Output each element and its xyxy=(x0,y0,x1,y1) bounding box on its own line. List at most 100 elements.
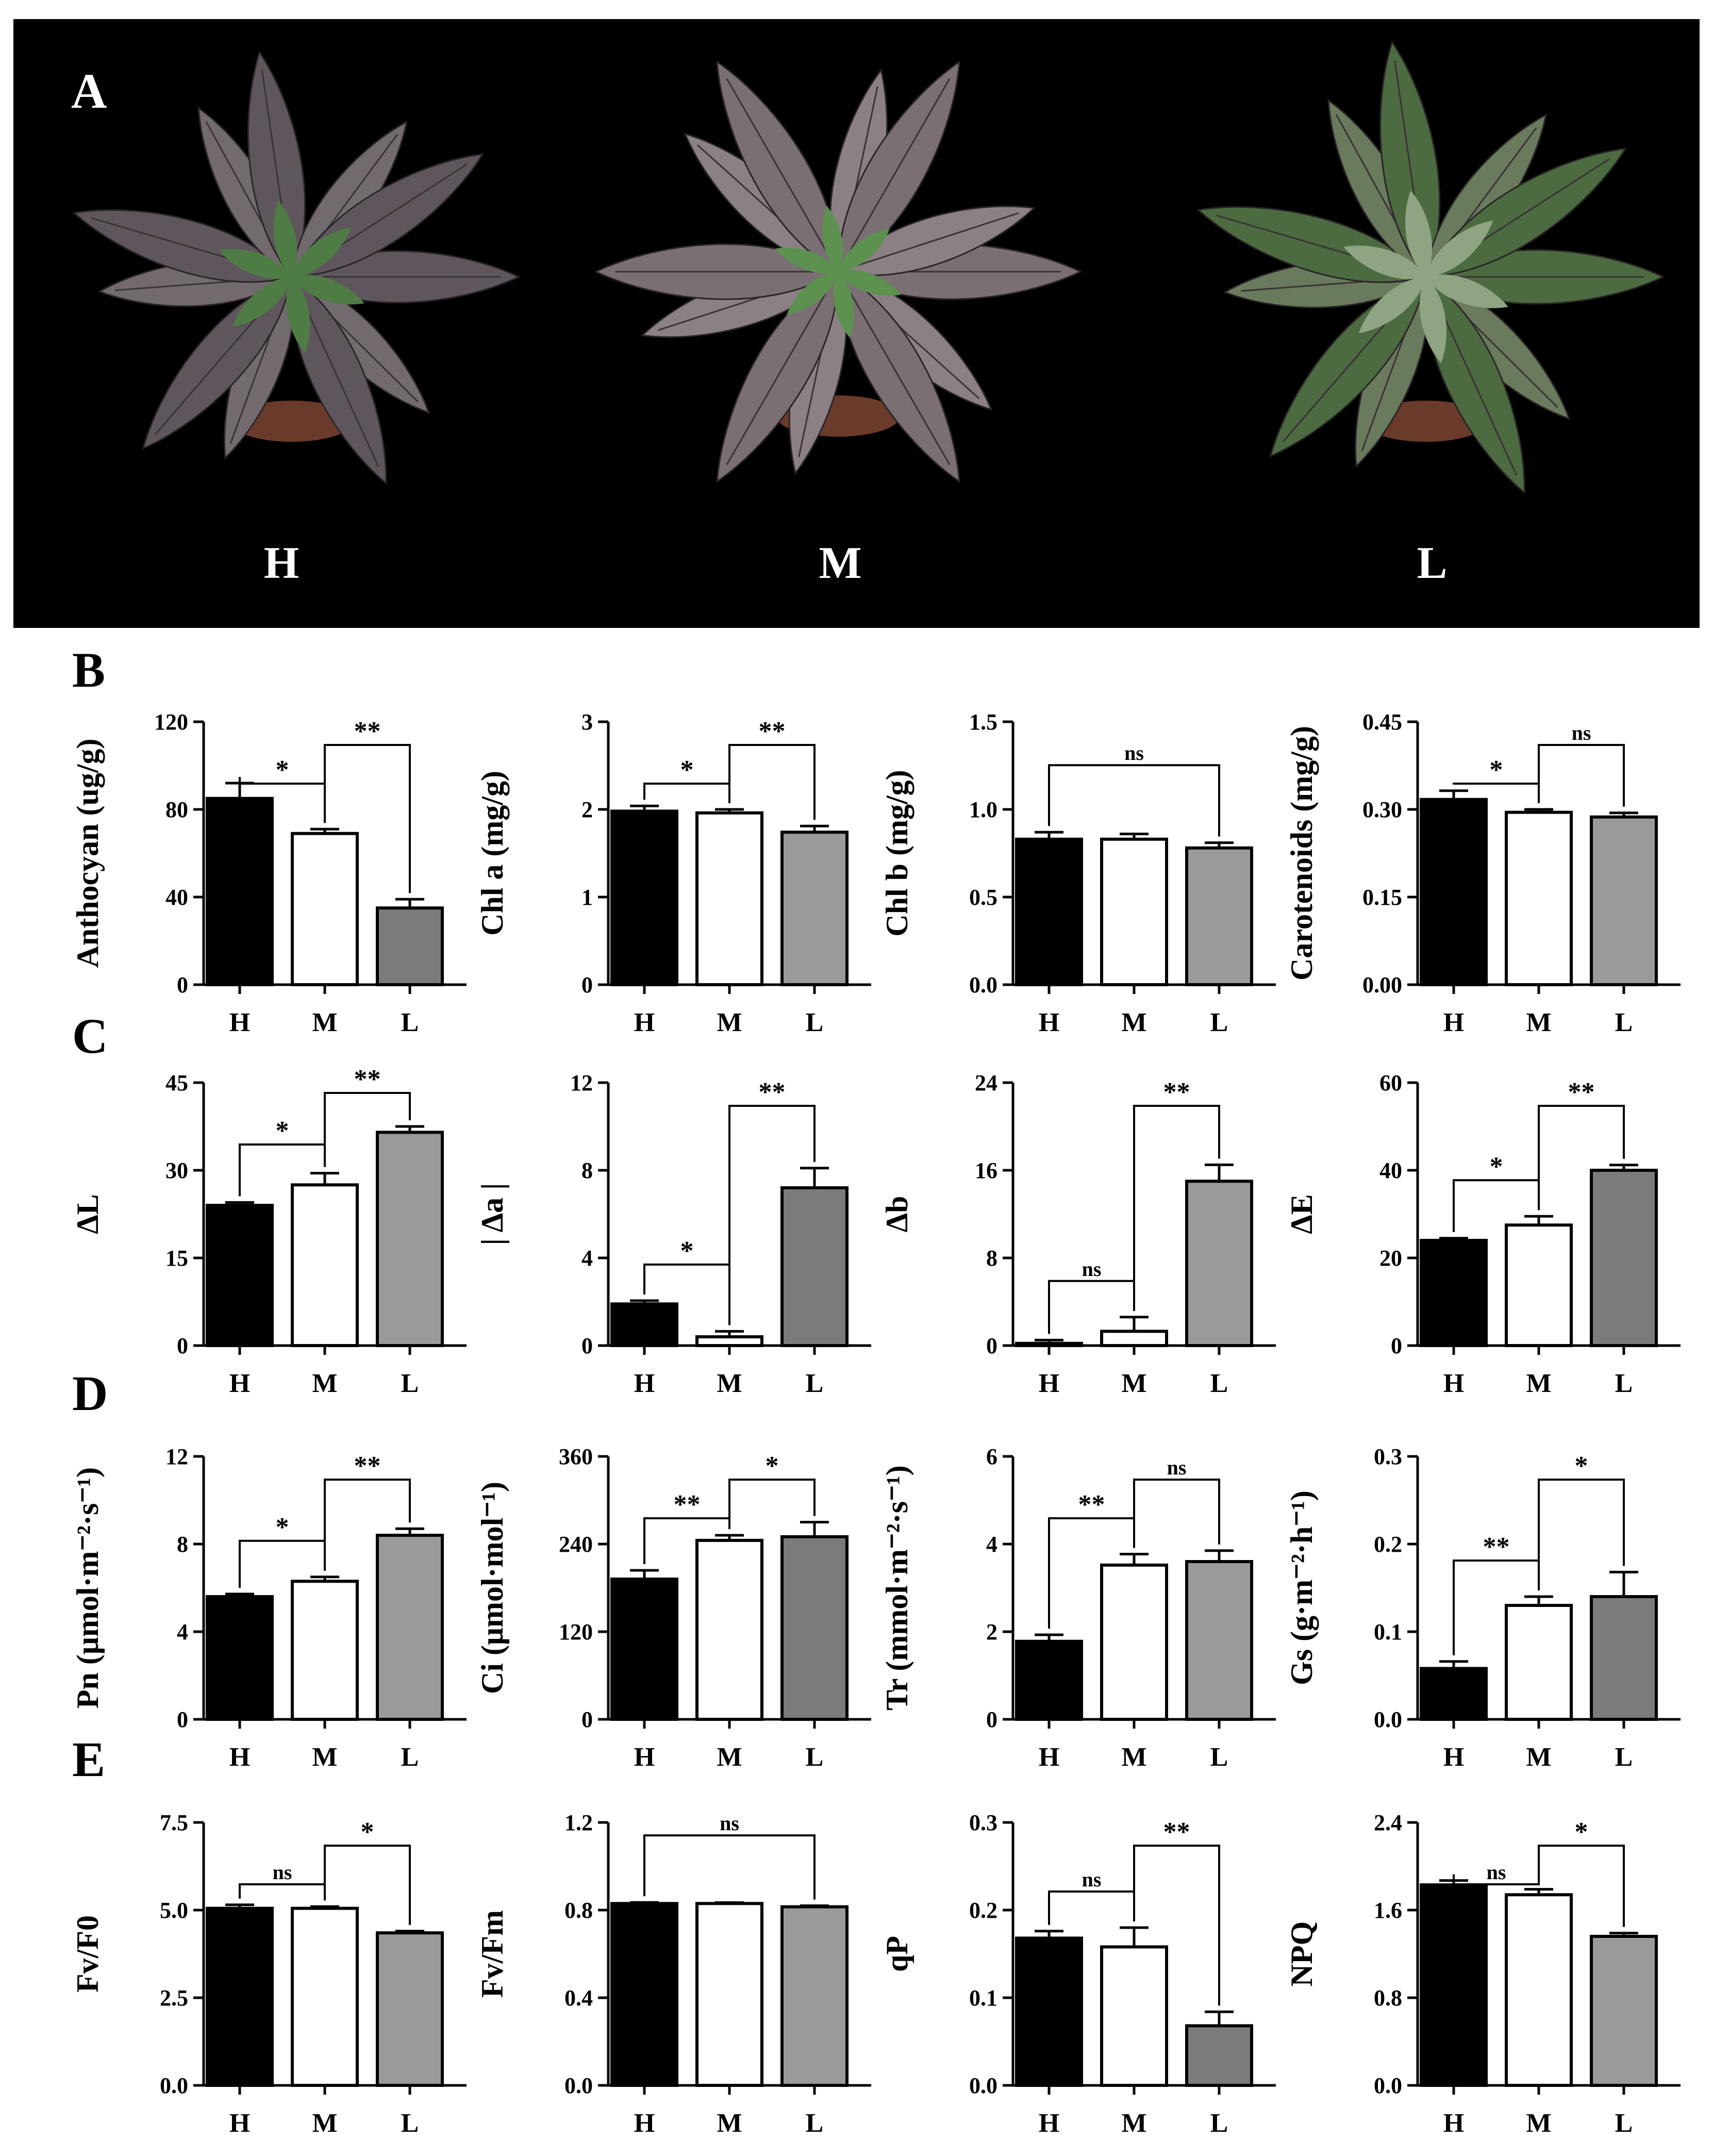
bar-h xyxy=(610,1578,678,1721)
y-tick-label: 240 xyxy=(559,1532,593,1557)
young-leaf xyxy=(1358,277,1426,334)
x-tick-label: L xyxy=(1210,1369,1228,1398)
panel-letter-a: A xyxy=(71,63,107,119)
bar-l xyxy=(1590,815,1658,986)
bar-h xyxy=(610,1302,678,1347)
y-tick-label: 2 xyxy=(986,1619,997,1645)
bar-l xyxy=(1185,1560,1253,1721)
bar-m xyxy=(1100,1945,1168,2087)
x-tick-label: M xyxy=(312,1008,337,1037)
y-tick-label: 0 xyxy=(1391,1333,1402,1358)
young-leaf xyxy=(232,277,292,327)
panel-letter-b: B xyxy=(72,642,106,698)
bar-l xyxy=(780,831,849,986)
y-tick-label: 12 xyxy=(165,1444,188,1469)
bar-l xyxy=(780,1186,849,1347)
y-axis-label: Gs (g·m⁻²·h⁻¹) xyxy=(1285,1490,1319,1685)
y-tick-label: 2.5 xyxy=(160,1985,188,2011)
young-leaf xyxy=(286,277,310,353)
leaf-vein xyxy=(726,271,839,466)
chart-13: Fv/F0 0.0 2.5 5.0 7.5 H M Lns * xyxy=(71,1810,467,2138)
significance-label: ns xyxy=(1487,1861,1506,1884)
x-tick-label: M xyxy=(1526,1008,1551,1037)
significance-label: ** xyxy=(759,717,786,746)
y-tick-label: 0.3 xyxy=(969,1810,997,1835)
y-tick-label: 0.8 xyxy=(564,1898,593,1923)
plant-h xyxy=(72,51,521,485)
significance-bracket xyxy=(324,1845,411,1925)
y-tick-label: 1.0 xyxy=(969,797,997,822)
y-tick-label: 0 xyxy=(986,1333,997,1358)
y-tick-label: 0 xyxy=(177,972,188,998)
bar-l xyxy=(780,1905,849,2087)
significance-label: * xyxy=(1575,1451,1588,1481)
significance-label: * xyxy=(276,1513,289,1542)
x-tick-label: H xyxy=(1039,1743,1059,1772)
bar-l xyxy=(1590,1595,1658,1721)
bar-l xyxy=(1590,1169,1658,1347)
y-tick-label: 4 xyxy=(177,1619,188,1645)
x-tick-label: H xyxy=(1039,2109,1059,2138)
y-tick-label: 0 xyxy=(177,1707,188,1732)
y-axis-label: qP xyxy=(880,1936,914,1972)
significance-label: ** xyxy=(1163,1817,1190,1847)
significance-bracket xyxy=(1048,764,1220,837)
y-tick-label: 360 xyxy=(559,1444,593,1469)
chart-14: Fv/Fm 0.0 0.4 0.8 1.2 H M Lns xyxy=(475,1810,871,2138)
bar-l xyxy=(1185,1180,1253,1347)
y-tick-label: 0 xyxy=(986,1707,997,1732)
young-leaf xyxy=(787,272,838,315)
x-tick-label: M xyxy=(717,1369,742,1398)
y-tick-label: 8 xyxy=(581,1158,593,1183)
significance-label: * xyxy=(680,755,694,785)
y-tick-label: 3 xyxy=(581,709,593,735)
y-tick-label: 120 xyxy=(559,1619,593,1645)
panel-letter-e: E xyxy=(72,1732,106,1787)
y-axis-label: Fv/Fm xyxy=(475,1910,509,1998)
y-tick-label: 7.5 xyxy=(160,1810,188,1835)
bar-h xyxy=(1015,1341,1083,1347)
significance-label: ** xyxy=(1163,1077,1190,1107)
significance-label: * xyxy=(680,1236,694,1266)
young-leaf xyxy=(833,272,854,338)
significance-bracket xyxy=(1048,1280,1135,1334)
y-tick-label: 0.2 xyxy=(1374,1532,1402,1557)
y-axis-label: Chl b (mg/g) xyxy=(880,770,914,936)
x-tick-label: H xyxy=(634,1369,655,1398)
bar-m xyxy=(695,811,763,987)
y-tick-label: 0.1 xyxy=(969,1985,997,2011)
x-tick-label: L xyxy=(806,1369,824,1398)
y-tick-label: 2 xyxy=(581,797,593,822)
leaf-vein xyxy=(837,78,951,272)
x-tick-label: M xyxy=(1526,1743,1551,1772)
bar-h xyxy=(1015,1936,1083,2087)
bar-l xyxy=(376,906,444,986)
bar-l xyxy=(376,1534,444,1721)
x-tick-label: L xyxy=(401,1743,419,1772)
y-axis-label: ΔL xyxy=(71,1194,105,1234)
significance-bracket xyxy=(643,783,730,803)
y-tick-label: 0.2 xyxy=(969,1898,997,1923)
young-leaf xyxy=(219,249,292,279)
bar-m xyxy=(1100,1563,1168,1721)
bar-l xyxy=(376,1131,444,1347)
x-tick-label: L xyxy=(1615,1008,1633,1037)
significance-label: * xyxy=(276,755,289,785)
y-axis-label: Fv/F0 xyxy=(71,1915,105,1993)
y-tick-label: 24 xyxy=(975,1070,997,1096)
bar-h xyxy=(1015,837,1083,987)
x-tick-label: H xyxy=(634,1743,655,1772)
y-tick-label: 8 xyxy=(986,1246,997,1271)
x-tick-label: M xyxy=(717,1743,742,1772)
y-tick-label: 0.1 xyxy=(1374,1619,1402,1645)
significance-bracket xyxy=(324,744,411,893)
significance-label: ns xyxy=(273,1861,292,1884)
significance-bracket xyxy=(1538,1845,1625,1927)
bar-h xyxy=(1420,1667,1488,1721)
x-tick-label: M xyxy=(1121,1008,1146,1037)
x-tick-label: L xyxy=(401,1008,419,1037)
x-tick-label: M xyxy=(1121,1369,1146,1398)
y-axis-label: | Δa | xyxy=(475,1183,509,1246)
